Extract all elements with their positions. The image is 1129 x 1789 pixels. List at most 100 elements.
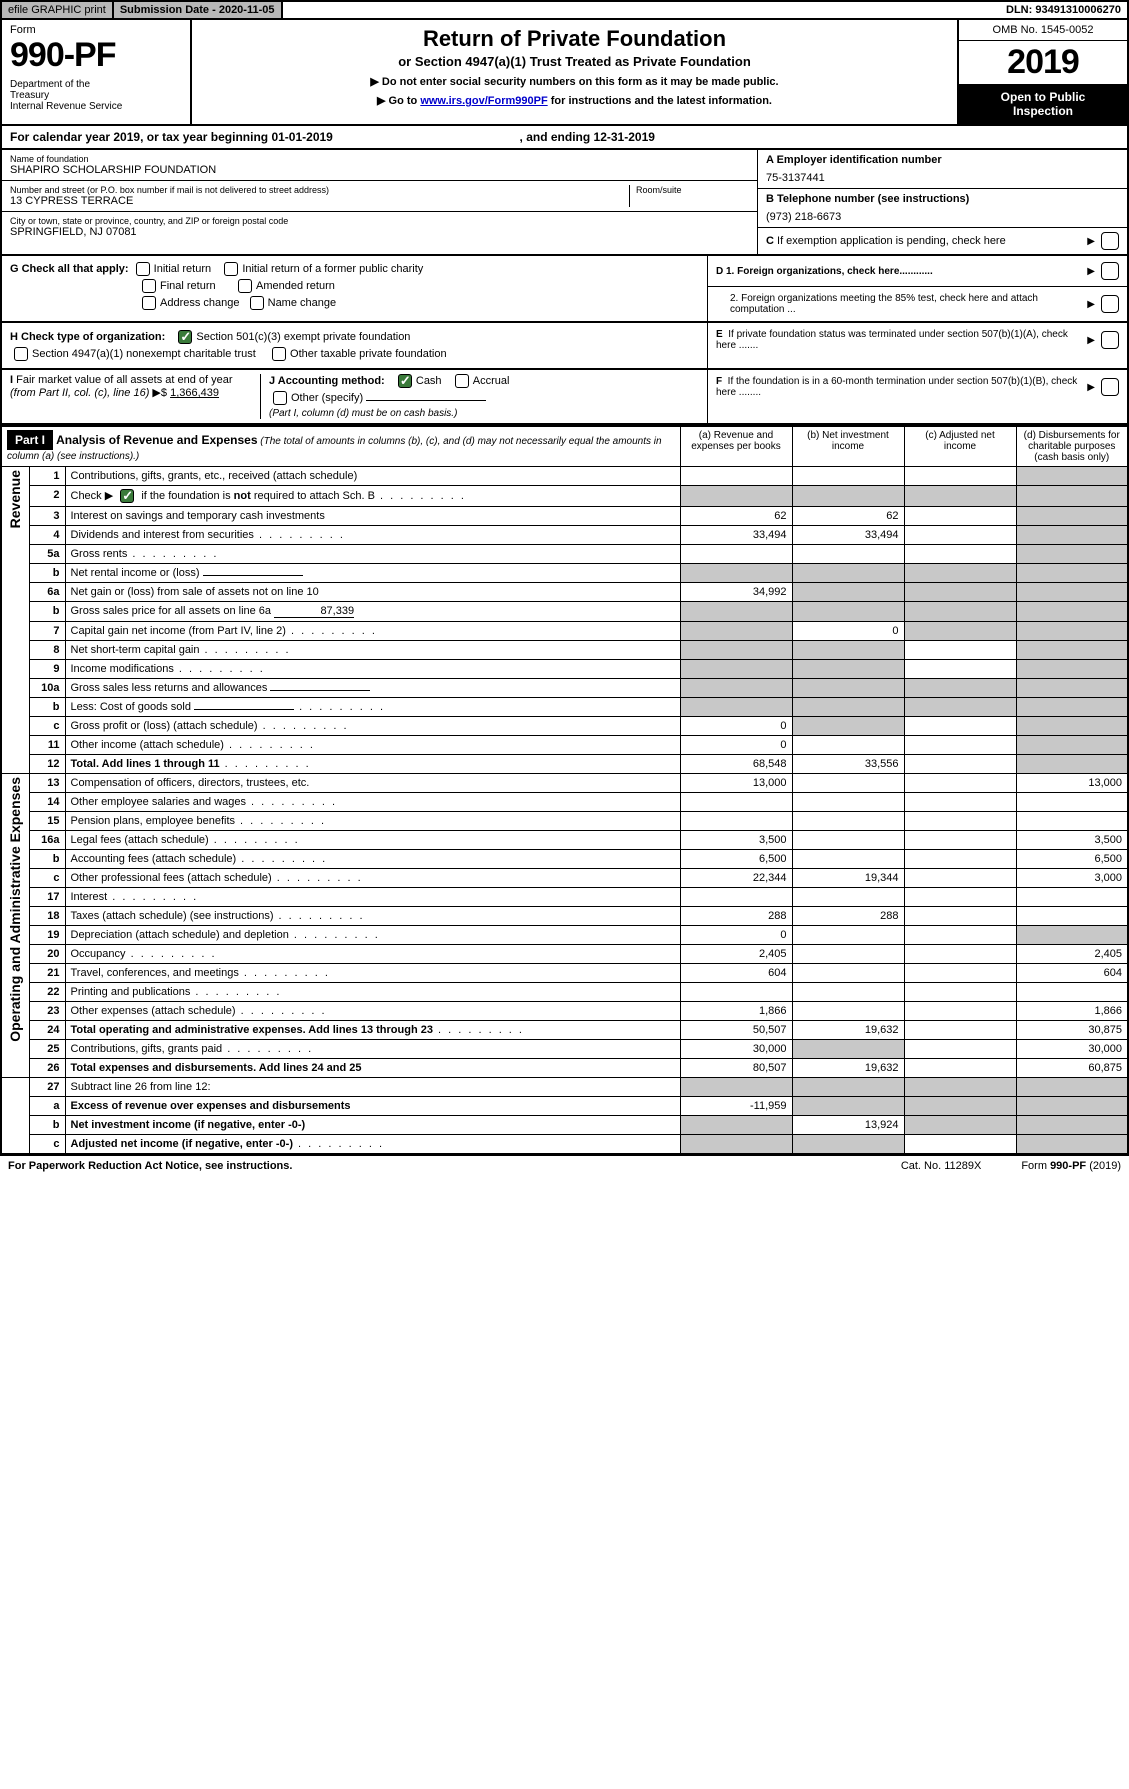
phone-label: B Telephone number (see instructions) [766,193,1119,205]
g-final-return-checkbox[interactable] [142,279,156,293]
amount-cell: 33,494 [680,526,792,545]
row-number: 22 [29,983,65,1002]
row-number: 27 [29,1078,65,1097]
amount-cell: 2,405 [1016,945,1128,964]
amount-cell [680,888,792,907]
j-other-checkbox[interactable] [273,391,287,405]
amount-cell [680,983,792,1002]
g-address-change-checkbox[interactable] [142,296,156,310]
amount-cell [1016,602,1128,622]
row-number: b [29,1116,65,1135]
row-description: Total. Add lines 1 through 11 [65,755,680,774]
h-4947-checkbox[interactable] [14,347,28,361]
amount-cell: 19,344 [792,869,904,888]
amount-cell [904,983,1016,1002]
d2-label: 2. Foreign organizations meeting the 85%… [716,293,1087,315]
amount-cell [792,736,904,755]
foundation-name: SHAPIRO SCHOLARSHIP FOUNDATION [10,164,749,176]
open-inspection: Open to PublicInspection [959,84,1127,124]
amount-cell [1016,622,1128,641]
col-c-header: (c) Adjusted net income [904,426,1016,467]
j-accrual-checkbox[interactable] [455,374,469,388]
arrow-icon [1087,235,1097,247]
top-bar: efile GRAPHIC print Submission Date - 20… [0,0,1129,20]
amount-cell [904,1040,1016,1059]
c-checkbox[interactable] [1101,232,1119,250]
amount-cell: 19,632 [792,1021,904,1040]
amount-cell [792,467,904,486]
h-other-taxable-checkbox[interactable] [272,347,286,361]
e-label: If private foundation status was termina… [716,329,1068,351]
amount-cell: 33,556 [792,755,904,774]
row-number: 16a [29,831,65,850]
col-a-header: (a) Revenue and expenses per books [680,426,792,467]
j-label: J Accounting method: [269,375,385,387]
amount-cell [904,717,1016,736]
amount-cell: 2,405 [680,945,792,964]
row-description: Compensation of officers, directors, tru… [65,774,680,793]
amount-cell: 22,344 [680,869,792,888]
row-number: 23 [29,1002,65,1021]
row-number: a [29,1097,65,1116]
e-checkbox[interactable] [1101,331,1119,349]
amount-cell [904,1097,1016,1116]
d2-checkbox[interactable] [1101,295,1119,313]
amount-cell [792,564,904,583]
amount-cell: 19,632 [792,1059,904,1078]
amount-cell: 3,500 [1016,831,1128,850]
row-number: 5a [29,545,65,564]
revenue-side-label: Revenue [1,467,29,774]
amount-cell: 6,500 [680,850,792,869]
h-501c3-checkbox[interactable] [178,330,192,344]
row-number: 2 [29,486,65,507]
amount-cell [904,926,1016,945]
amount-cell: 62 [792,507,904,526]
row-description: Accounting fees (attach schedule) [65,850,680,869]
row-description: Gross sales price for all assets on line… [65,602,680,622]
footer-form: Form 990-PF (2019) [1021,1160,1121,1172]
row-description: Check ▶ if the foundation is not require… [65,486,680,507]
amount-cell: 604 [680,964,792,983]
c-label: If exemption application is pending, che… [777,235,1006,247]
amount-cell [904,486,1016,507]
row-description: Other professional fees (attach schedule… [65,869,680,888]
row-number: 26 [29,1059,65,1078]
irs-link[interactable]: www.irs.gov/Form990PF [420,95,547,107]
amount-cell [904,907,1016,926]
amount-cell [1016,793,1128,812]
g-initial-former-checkbox[interactable] [224,262,238,276]
g-initial-return-checkbox[interactable] [136,262,150,276]
row-number: b [29,602,65,622]
f-checkbox[interactable] [1101,378,1119,396]
amount-cell [904,507,1016,526]
form-label: Form [10,24,182,36]
amount-cell [1016,698,1128,717]
amount-cell: 13,000 [680,774,792,793]
g-amended-checkbox[interactable] [238,279,252,293]
j-cash-checkbox[interactable] [398,374,412,388]
arrow-icon [1087,335,1097,346]
amount-cell [1016,583,1128,602]
d1-checkbox[interactable] [1101,262,1119,280]
amount-cell [904,812,1016,831]
amount-cell [1016,660,1128,679]
amount-cell: 30,000 [680,1040,792,1059]
row-description: Gross profit or (loss) (attach schedule) [65,717,680,736]
amount-cell: -11,959 [680,1097,792,1116]
amount-cell [904,1135,1016,1155]
amount-cell [904,679,1016,698]
g-name-change-checkbox[interactable] [250,296,264,310]
expenses-side-label: Operating and Administrative Expenses [1,774,29,1078]
amount-cell: 13,924 [792,1116,904,1135]
amount-cell [680,679,792,698]
arrow-icon [1087,266,1097,277]
amount-cell [1016,717,1128,736]
row-number: 10a [29,679,65,698]
amount-cell [904,545,1016,564]
amount-cell [904,660,1016,679]
amount-cell [904,467,1016,486]
row-description: Subtract line 26 from line 12: [65,1078,680,1097]
amount-cell [792,926,904,945]
amount-cell [904,622,1016,641]
amount-cell [1016,641,1128,660]
